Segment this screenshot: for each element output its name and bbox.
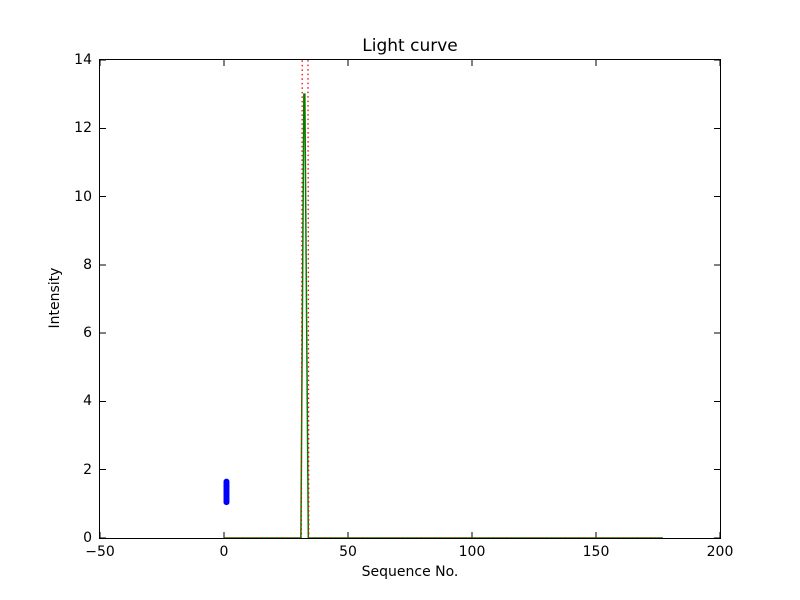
series-line-model-curve-dotted-clipped bbox=[224, 60, 663, 538]
y-tick-label: 12 bbox=[74, 120, 92, 137]
x-tick-label: 100 bbox=[458, 544, 486, 560]
x-tick-label: 50 bbox=[339, 544, 357, 560]
x-tick-label: −50 bbox=[85, 544, 115, 560]
x-tick-label: 200 bbox=[706, 544, 734, 560]
x-tick-label: 150 bbox=[582, 544, 610, 560]
y-tick-label: 4 bbox=[83, 393, 92, 410]
y-tick-label: 14 bbox=[74, 52, 92, 68]
y-tick-label: 10 bbox=[74, 188, 92, 205]
y-tick-label: 6 bbox=[83, 325, 92, 342]
y-tick-label: 2 bbox=[83, 461, 92, 478]
x-axis-label: Sequence No. bbox=[361, 564, 459, 580]
plot-canvas bbox=[100, 60, 720, 538]
plot-area bbox=[99, 59, 721, 539]
y-axis-label: Intensity bbox=[47, 267, 63, 329]
x-tick-label: 0 bbox=[219, 544, 229, 560]
series-line-model-curve-solid bbox=[224, 93, 663, 538]
y-tick-label: 8 bbox=[83, 256, 92, 273]
y-tick-label: 0 bbox=[83, 530, 92, 546]
series-point-observed-data-points bbox=[223, 478, 230, 485]
chart-title: Light curve bbox=[362, 36, 458, 56]
